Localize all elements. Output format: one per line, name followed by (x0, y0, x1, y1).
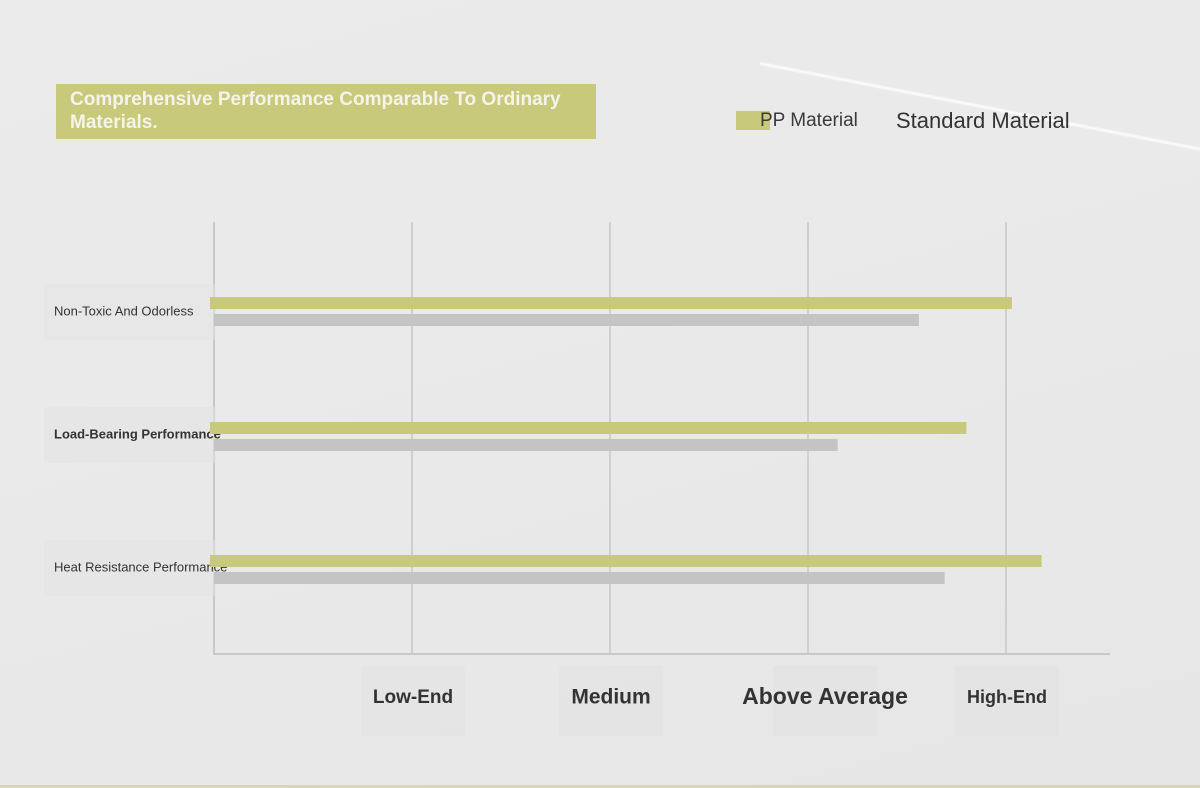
legend-swatch-pp (736, 111, 770, 130)
bar-standard-2 (214, 439, 838, 451)
category-label-1: Non-Toxic And Odorless (54, 303, 194, 318)
x-tick-bg-4 (955, 666, 1059, 736)
x-tick-bg-3 (773, 666, 877, 736)
category-bg-1 (44, 284, 216, 340)
bar-standard-1 (214, 314, 919, 326)
bar-pp-2 (210, 422, 967, 434)
category-label-3: Heat Resistance Performance (54, 559, 227, 574)
category-bg-2 (44, 407, 216, 463)
bar-pp-3 (210, 555, 1042, 567)
chart-title-text: Comprehensive Performance Comparable To … (70, 89, 561, 133)
chart-title: Comprehensive Performance Comparable To … (56, 84, 596, 139)
bar-standard-3 (214, 572, 945, 584)
legend-label-standard: Standard Material (896, 108, 1070, 133)
x-tick-label-3: Above Average (742, 683, 908, 709)
x-tick-label-2: Medium (571, 686, 650, 709)
x-tick-label-4: High-End (967, 687, 1047, 707)
category-label-2: Load-Bearing Performance (54, 426, 221, 441)
bottom-divider (0, 785, 1200, 788)
x-tick-bg-1 (361, 666, 465, 736)
x-tick-label-1: Low-End (373, 687, 453, 708)
legend-label-pp: PP Material (760, 110, 858, 131)
category-bg-3 (44, 540, 216, 596)
bar-pp-1 (210, 297, 1012, 309)
x-tick-bg-2 (559, 666, 663, 736)
